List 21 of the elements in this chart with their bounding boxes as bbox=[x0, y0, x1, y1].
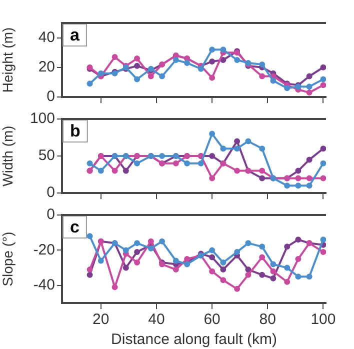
y-axis-title: Height (m) bbox=[0, 27, 16, 93]
x-axis-title: Distance along fault (km) bbox=[111, 331, 277, 348]
annotation: b bbox=[70, 122, 80, 141]
y-tick-label: 0 bbox=[46, 206, 55, 224]
y-tick-label: 100 bbox=[30, 110, 55, 128]
y-tick-label: 20 bbox=[38, 58, 55, 76]
y-tick-label: -20 bbox=[33, 241, 55, 258]
annotation: c bbox=[70, 218, 80, 237]
y-tick-label: 0 bbox=[46, 184, 55, 202]
annotation: a bbox=[70, 26, 80, 45]
x-tick-label: 60 bbox=[204, 311, 220, 328]
y-tick-label: 0 bbox=[46, 88, 55, 106]
y-tick-label: 50 bbox=[38, 147, 55, 164]
y-axis-title: Slope (°) bbox=[0, 232, 16, 286]
x-tick-label: 80 bbox=[259, 311, 276, 328]
x-tick-label: 40 bbox=[148, 311, 165, 328]
x-tick-label: 20 bbox=[92, 311, 110, 328]
y-axis-title: Width (m) bbox=[0, 126, 16, 186]
y-tick-label: -40 bbox=[33, 276, 55, 294]
x-tick-label: 100 bbox=[310, 311, 336, 328]
y-tick-label: 40 bbox=[38, 28, 55, 46]
